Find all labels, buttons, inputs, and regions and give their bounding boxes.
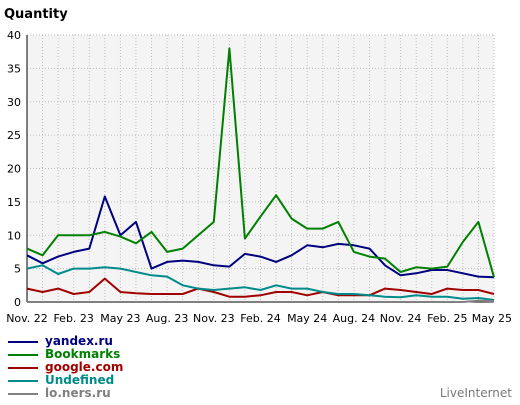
x-tick-label: Nov. 22 bbox=[6, 312, 48, 325]
series-line-lo-ners-ru bbox=[27, 299, 495, 303]
legend-swatch bbox=[8, 366, 38, 369]
series-line-bookmarks bbox=[26, 47, 495, 278]
legend-label: lo.ners.ru bbox=[45, 386, 111, 400]
legend-item: Bookmarks bbox=[8, 348, 123, 361]
legend-label: google.com bbox=[45, 360, 124, 374]
legend-label: Undefined bbox=[45, 373, 115, 387]
x-tick-label: May 24 bbox=[287, 312, 327, 325]
y-tick-label: 20 bbox=[7, 163, 21, 176]
legend-swatch bbox=[8, 379, 38, 382]
legend-label: yandex.ru bbox=[45, 334, 113, 348]
legend-item: yandex.ru bbox=[8, 335, 123, 348]
y-tick-label: 30 bbox=[7, 96, 21, 109]
legend-label: Bookmarks bbox=[45, 347, 121, 361]
x-tick-label: Nov. 23 bbox=[193, 312, 235, 325]
series-line-yandex-ru bbox=[26, 195, 495, 279]
y-tick-label: 15 bbox=[7, 196, 21, 209]
legend-item: google.com bbox=[8, 361, 123, 374]
y-tick-label: 10 bbox=[7, 229, 21, 242]
x-tick-label: May 25 bbox=[472, 312, 512, 325]
x-tick-label: Feb. 25 bbox=[427, 312, 467, 325]
y-tick-label: 0 bbox=[14, 296, 21, 309]
chart-title: Quantity bbox=[4, 7, 68, 22]
y-tick-label: 35 bbox=[7, 62, 21, 75]
credit-label: LiveInternet bbox=[439, 386, 512, 400]
x-tick-label: Feb. 24 bbox=[240, 312, 280, 325]
legend: yandex.ru Bookmarks google.com Undefined… bbox=[8, 335, 123, 400]
y-tick-label: 25 bbox=[7, 129, 21, 142]
legend-item: Undefined bbox=[8, 374, 123, 387]
y-tick-label: 40 bbox=[7, 29, 21, 42]
x-tick-label: Feb. 23 bbox=[53, 312, 93, 325]
x-tick-label: May 23 bbox=[100, 312, 140, 325]
series-line-undefined bbox=[26, 264, 495, 301]
legend-swatch bbox=[8, 392, 38, 395]
plot-area: 0 5 10 15 20 25 30 35 40 Nov. 22 Feb. 23 May 23 Aug.… bbox=[6, 29, 512, 325]
series-line-google-com bbox=[26, 277, 495, 298]
x-tick-label: Aug. 23 bbox=[146, 312, 188, 325]
x-tick-label: Nov. 24 bbox=[380, 312, 422, 325]
legend-swatch bbox=[8, 353, 38, 356]
legend-swatch bbox=[8, 340, 38, 343]
y-tick-label: 5 bbox=[14, 263, 21, 276]
legend-item: lo.ners.ru bbox=[8, 387, 123, 400]
x-tick-label: Aug. 24 bbox=[333, 312, 375, 325]
